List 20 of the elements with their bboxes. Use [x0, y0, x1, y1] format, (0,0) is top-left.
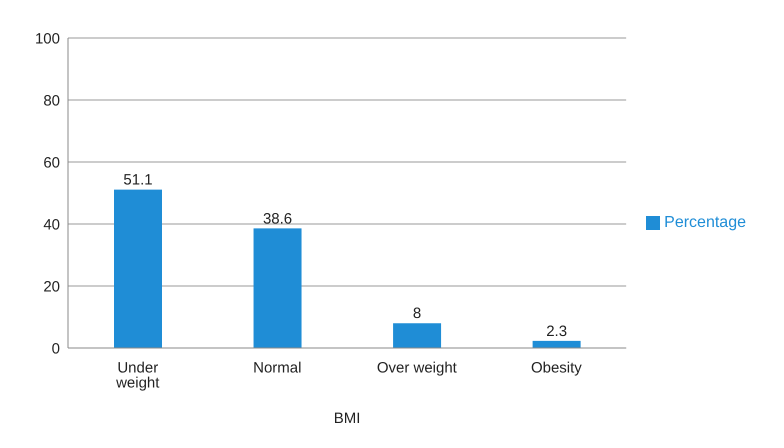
bar [114, 190, 162, 348]
data-label: 51.1 [123, 172, 153, 189]
x-tick-label: Over weight [376, 360, 458, 377]
x-tick-label: Obesity [530, 360, 582, 377]
bar [393, 323, 442, 348]
y-tick-label: 20 [43, 278, 60, 296]
x-tick-label: Normal [253, 360, 302, 377]
bar [532, 340, 581, 348]
x-axis-title: BMI [334, 410, 360, 427]
data-label: 2.3 [546, 322, 568, 340]
x-tick-label: Under weight [115, 360, 160, 392]
y-tick-label: 0 [52, 340, 60, 358]
data-label: 38.6 [262, 210, 292, 228]
y-tick-label: 100 [34, 30, 60, 48]
legend-label: Percentage [664, 214, 746, 231]
y-tick-label: 60 [43, 154, 60, 172]
bar [254, 228, 302, 348]
y-tick-label: 80 [43, 92, 60, 110]
data-label: 8 [412, 305, 422, 322]
y-tick-label: 40 [43, 216, 60, 234]
